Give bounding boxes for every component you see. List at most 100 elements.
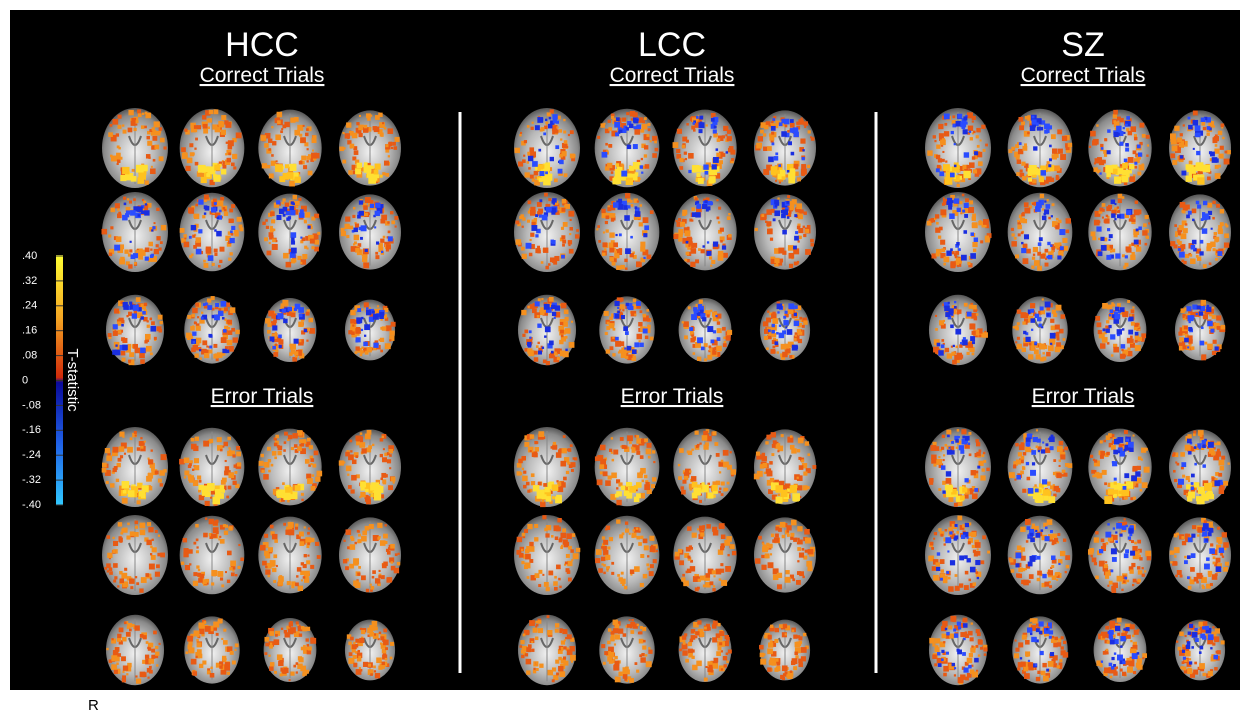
deactivation bbox=[1116, 126, 1121, 131]
activation bbox=[307, 644, 310, 647]
activation bbox=[365, 197, 371, 203]
activation bbox=[801, 164, 806, 169]
activation bbox=[275, 435, 279, 439]
activation bbox=[1096, 124, 1098, 126]
activation bbox=[792, 658, 798, 664]
activation bbox=[195, 204, 198, 207]
activation bbox=[231, 204, 235, 208]
deactivation bbox=[625, 331, 629, 335]
activation bbox=[763, 133, 766, 136]
activation bbox=[225, 122, 231, 128]
deactivation bbox=[621, 315, 625, 319]
activation bbox=[639, 639, 644, 644]
deactivation bbox=[1032, 116, 1035, 119]
activation bbox=[225, 662, 230, 667]
deactivation bbox=[961, 255, 967, 261]
activation bbox=[119, 628, 124, 633]
deactivation bbox=[627, 145, 631, 149]
activation bbox=[527, 524, 532, 529]
activation bbox=[1187, 165, 1194, 172]
activation bbox=[196, 565, 199, 568]
activation bbox=[640, 247, 645, 252]
brain-slice bbox=[599, 616, 654, 683]
activation bbox=[775, 485, 783, 493]
deactivation bbox=[699, 129, 703, 133]
deactivation bbox=[639, 343, 643, 347]
activation bbox=[940, 209, 946, 215]
activation bbox=[120, 257, 124, 261]
activation bbox=[198, 569, 200, 571]
activation bbox=[221, 480, 226, 485]
deactivation bbox=[123, 302, 128, 307]
activation bbox=[684, 476, 688, 480]
deactivation bbox=[688, 170, 691, 173]
activation bbox=[307, 555, 309, 557]
activation bbox=[765, 441, 768, 444]
deactivation bbox=[353, 228, 358, 233]
activation bbox=[259, 461, 264, 466]
activation bbox=[798, 339, 802, 343]
activation bbox=[978, 161, 983, 166]
activation bbox=[705, 446, 708, 449]
activation bbox=[1092, 236, 1096, 240]
activation bbox=[284, 441, 287, 444]
deactivation bbox=[283, 214, 286, 217]
activation bbox=[348, 485, 352, 489]
activation bbox=[345, 224, 350, 229]
activation bbox=[311, 246, 314, 249]
activation bbox=[642, 480, 644, 482]
activation bbox=[636, 536, 640, 540]
deactivation bbox=[537, 324, 541, 328]
activation bbox=[757, 471, 763, 477]
activation bbox=[652, 450, 655, 453]
activation bbox=[631, 118, 633, 120]
activation bbox=[684, 230, 690, 236]
deactivation bbox=[1101, 245, 1107, 251]
activation bbox=[1106, 173, 1111, 178]
activation bbox=[703, 584, 706, 587]
activation bbox=[556, 565, 561, 570]
deactivation bbox=[635, 206, 638, 209]
deactivation bbox=[526, 243, 532, 249]
deactivation bbox=[707, 251, 712, 256]
activation bbox=[122, 678, 126, 682]
activation bbox=[562, 448, 567, 453]
activation bbox=[288, 629, 294, 635]
activation bbox=[199, 480, 202, 483]
activation bbox=[157, 553, 160, 556]
activation bbox=[716, 346, 722, 352]
activation bbox=[576, 548, 580, 552]
deactivation bbox=[209, 345, 212, 348]
activation bbox=[275, 634, 278, 637]
activation bbox=[1137, 172, 1141, 176]
deactivation bbox=[1045, 204, 1050, 209]
activation bbox=[778, 663, 780, 665]
activation bbox=[230, 252, 233, 255]
activation bbox=[112, 537, 114, 539]
activation bbox=[768, 642, 773, 647]
deactivation bbox=[376, 241, 379, 244]
activation bbox=[203, 260, 206, 263]
activation bbox=[678, 238, 682, 242]
activation bbox=[797, 477, 799, 479]
activation bbox=[304, 246, 307, 249]
activation bbox=[106, 648, 108, 650]
activation bbox=[109, 253, 112, 256]
activation bbox=[561, 334, 564, 337]
activation bbox=[681, 490, 686, 495]
activation bbox=[378, 536, 381, 539]
deactivation bbox=[230, 238, 235, 243]
activation bbox=[147, 141, 152, 146]
deactivation bbox=[615, 301, 620, 306]
activation bbox=[306, 156, 310, 160]
activation bbox=[159, 127, 162, 130]
deactivation bbox=[150, 326, 156, 332]
activation bbox=[1182, 210, 1185, 213]
activation bbox=[556, 495, 562, 501]
activation bbox=[711, 260, 715, 264]
activation bbox=[374, 170, 379, 175]
deactivation bbox=[615, 314, 619, 318]
deactivation bbox=[1134, 162, 1137, 165]
activation bbox=[605, 480, 611, 486]
deactivation bbox=[624, 215, 630, 221]
